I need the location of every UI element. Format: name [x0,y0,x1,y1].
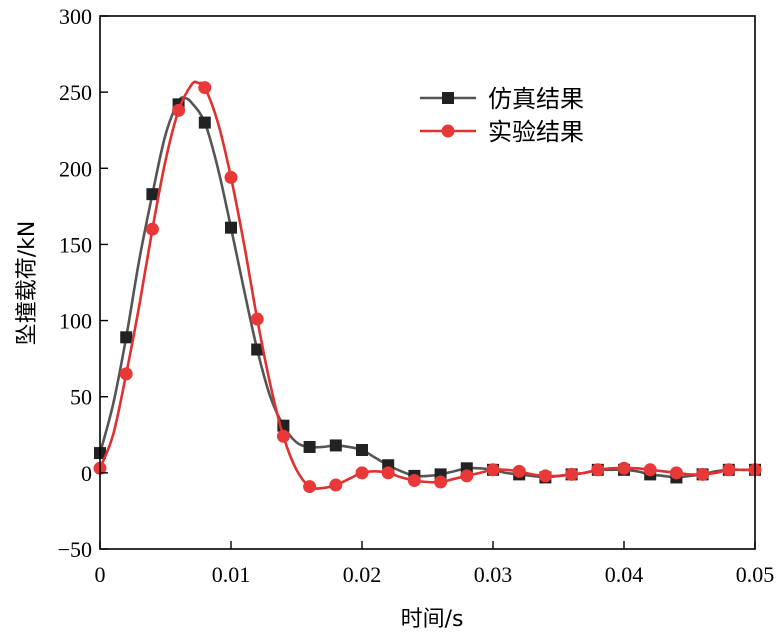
series-line [98,96,755,479]
y-tick-label: 150 [59,232,92,257]
series-simulation [94,96,761,484]
data-point-square [356,444,368,457]
data-point-circle [565,467,579,481]
legend-label: 仿真结果 [488,85,584,113]
axes [99,15,756,550]
data-point-circle [696,467,710,481]
data-point-circle [512,464,526,478]
data-point-circle [722,463,736,477]
data-point-circle [617,461,631,475]
data-point-circle [276,429,290,443]
data-point-circle [434,475,448,489]
data-point-circle [591,463,605,477]
y-tick-label: 50 [70,385,92,410]
x-tick-label: 0 [95,562,106,587]
data-point-circle [538,469,552,483]
x-tick-label: 0.02 [343,562,382,587]
y-tick-label: 300 [59,4,92,29]
data-point-circle [145,222,159,236]
data-point-circle [198,81,212,95]
y-tick-label: 0 [81,461,92,486]
data-point-circle [669,466,683,480]
y-tick-label: 250 [59,80,92,105]
x-axis-ticks: 0 0.01 0.02 0.03 0.04 0.05 [95,541,775,587]
x-tick-label: 0.05 [736,562,775,587]
x-tick-label: 0.04 [605,562,644,587]
data-point-circle [303,480,317,494]
data-point-square [146,188,159,201]
data-point-circle [381,466,395,480]
data-point-square [303,440,316,453]
y-tick-label: −50 [58,537,92,562]
data-point-circle [172,103,186,117]
data-point-circle [486,463,500,477]
data-point-square [251,343,264,356]
data-point-circle [224,170,238,184]
legend-item: 实验结果 [420,118,584,146]
data-point-circle [329,478,343,492]
data-point-square [120,331,133,344]
x-tick-label: 0.01 [212,562,251,587]
data-point-circle [250,312,264,326]
data-point-circle [355,466,369,480]
data-point-circle [643,463,657,477]
data-point-circle [460,469,474,483]
legend-item: 仿真结果 [420,85,584,113]
y-axis-ticks: −50 0 50 100 150 200 250 300 [58,4,108,562]
data-point-square [225,221,237,234]
data-point-circle [407,473,421,487]
y-tick-label: 200 [59,156,92,181]
data-point-square [329,439,342,452]
legend-label: 实验结果 [488,118,584,146]
x-tick-label: 0.03 [474,562,513,587]
legend-marker-square [442,92,454,104]
data-point-circle [119,367,133,381]
plot-frame [99,15,756,550]
series-line [98,80,755,490]
legend-marker-circle [441,124,455,138]
y-axis-title: 坠撞载荷/kN [15,221,40,346]
x-axis-title: 时间/s [401,607,464,632]
series-experiment [93,80,762,494]
data-point-square [198,116,211,129]
plot-area [93,80,762,494]
y-tick-label: 100 [59,309,92,334]
